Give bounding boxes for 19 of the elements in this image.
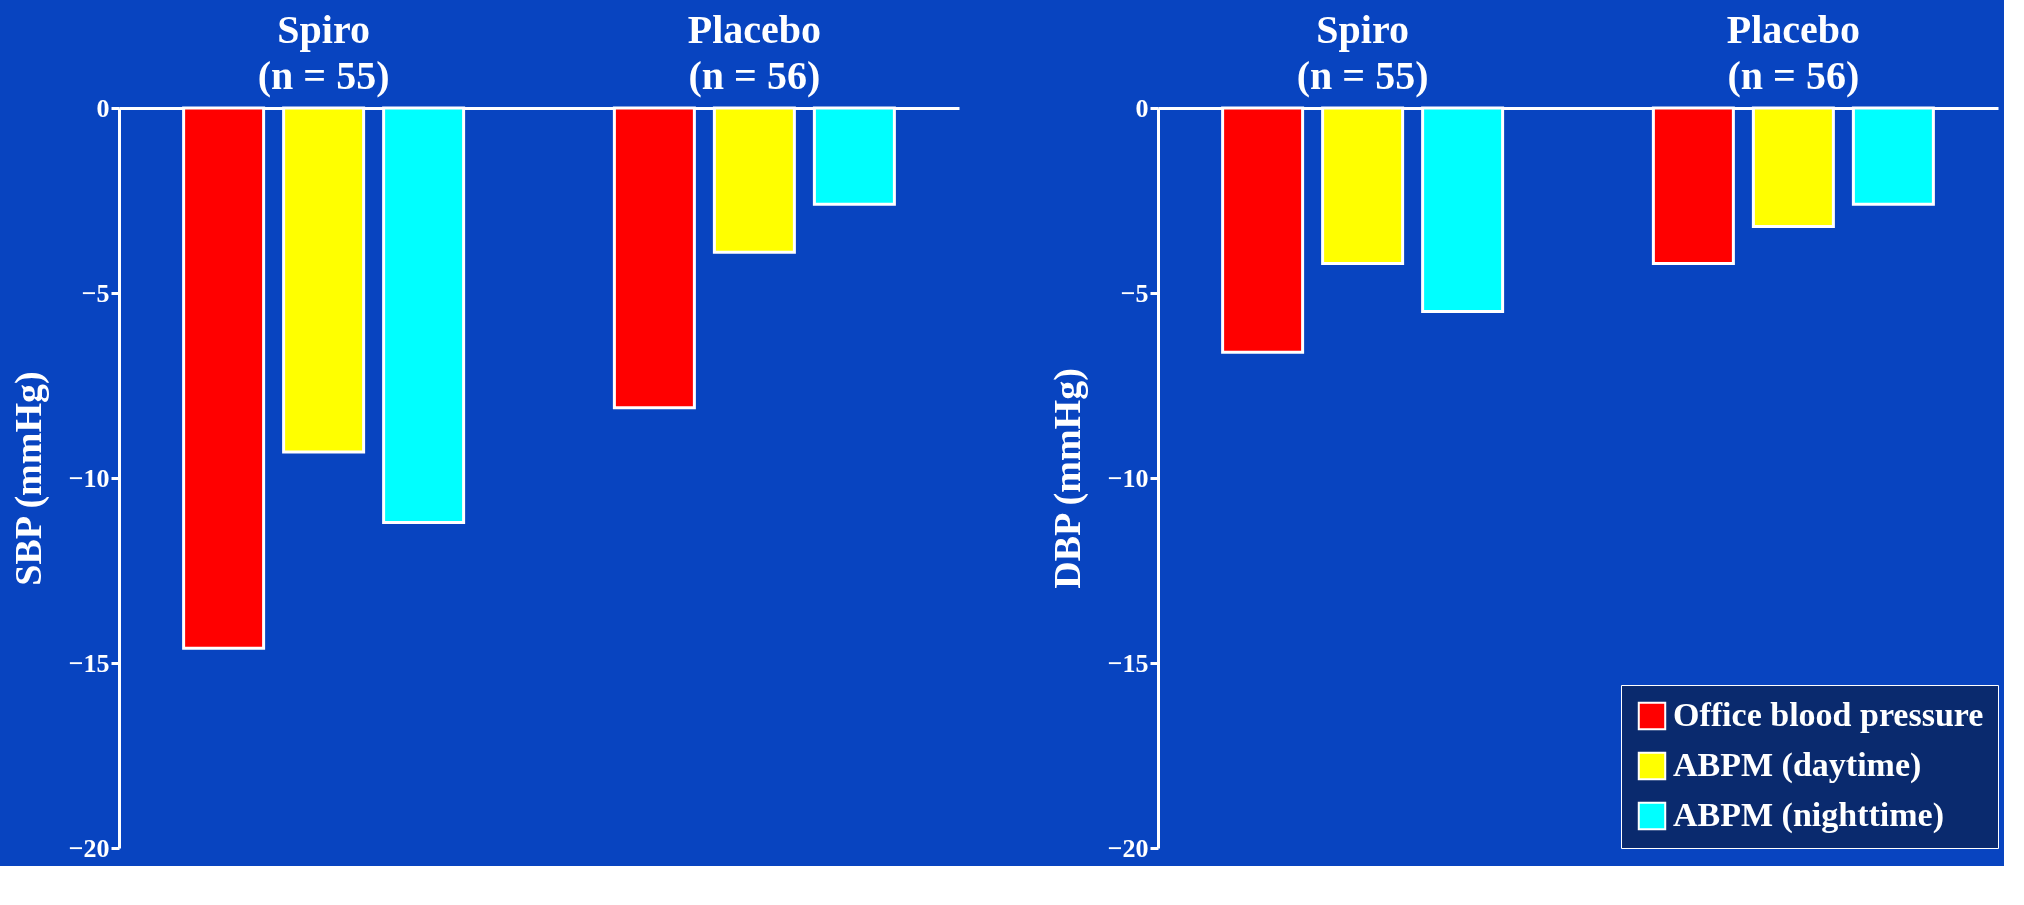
- y-tick-label: −10: [68, 463, 110, 493]
- y-tick-label: −20: [1107, 833, 1149, 863]
- x-tick-label: Placebo (n = 56): [687, 6, 822, 98]
- y-tick-label: −5: [1120, 278, 1149, 308]
- x-tick-label: Placebo (n = 56): [1726, 6, 1861, 98]
- y-tick-label: −10: [1107, 463, 1149, 493]
- legend-label: ABPM (daytime): [1673, 746, 1922, 784]
- y-tick-label: −5: [81, 278, 110, 308]
- y-tick-label: −20: [68, 833, 110, 863]
- x-tick-label: Spiro (n = 55): [1296, 6, 1429, 98]
- x-tick-label: Spiro (n = 55): [257, 6, 390, 98]
- y-tick-label: −15: [68, 648, 110, 678]
- legend-label: Office blood pressure: [1673, 696, 1984, 733]
- y-axis-title: DBP (mmHg): [1045, 368, 1089, 589]
- y-tick-label: 0: [1135, 93, 1149, 123]
- y-tick-label: −15: [1107, 648, 1149, 678]
- legend-label: ABPM (nighttime): [1673, 796, 1945, 834]
- y-tick-label: 0: [96, 93, 110, 123]
- y-axis-title: SBP (mmHg): [6, 371, 50, 586]
